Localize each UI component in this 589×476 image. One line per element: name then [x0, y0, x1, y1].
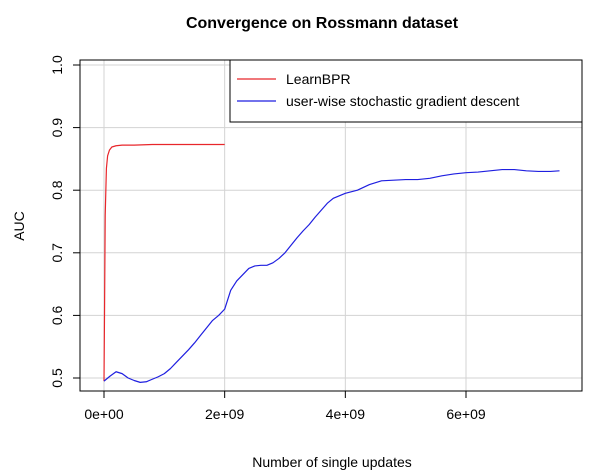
- x-tick-label-2: 4e+09: [326, 406, 366, 422]
- legend: LearnBPR user-wise stochastic gradient d…: [229, 59, 583, 123]
- y-tick-label-1: 0.6: [49, 305, 65, 325]
- legend-label-sgd: user-wise stochastic gradient descent: [286, 93, 520, 109]
- y-tick-label-0: 0.5: [49, 368, 65, 388]
- y-tick-label-4: 0.9: [49, 118, 65, 138]
- y-axis-label: AUC: [11, 211, 27, 241]
- y-axis: 0.5 0.6 0.7 0.8 0.9 1.0: [49, 55, 81, 388]
- series-layer: [103, 143, 560, 383]
- legend-box: [229, 59, 583, 123]
- y-tick-label-3: 0.8: [49, 180, 65, 200]
- x-axis-label: Number of single updates: [252, 454, 412, 470]
- x-axis: 0e+00 2e+09 4e+09 6e+09: [84, 390, 486, 422]
- x-tick-label-0: 0e+00: [84, 406, 124, 422]
- x-tick-label-3: 6e+09: [446, 406, 486, 422]
- chart-title: Convergence on Rossmann dataset: [186, 15, 459, 32]
- legend-label-learnbpr: LearnBPR: [286, 71, 351, 87]
- x-tick-label-1: 2e+09: [205, 406, 245, 422]
- series-line-sgd: [103, 168, 560, 383]
- y-tick-label-2: 0.7: [49, 243, 65, 263]
- y-tick-label-5: 1.0: [49, 55, 65, 75]
- series-line-learnbpr: [103, 143, 225, 382]
